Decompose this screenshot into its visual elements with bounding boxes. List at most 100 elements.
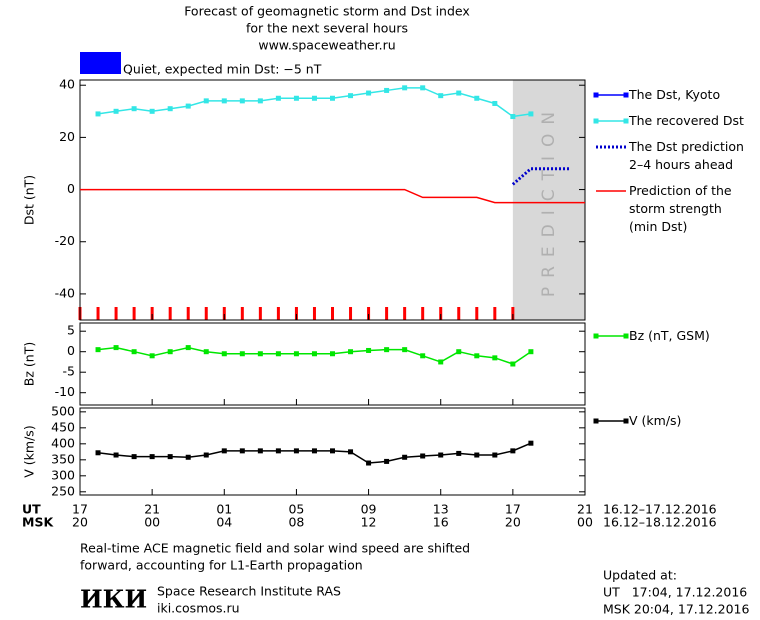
legend-marker (593, 418, 599, 424)
legend-marker (623, 118, 629, 124)
data-point (311, 448, 317, 454)
y-tick-label: 450 (51, 419, 75, 434)
data-point (366, 347, 372, 353)
legend-marker (623, 418, 629, 424)
data-point (528, 440, 534, 446)
legend-label: The Dst, Kyoto (628, 87, 720, 102)
y-tick-label: -40 (55, 285, 75, 300)
y-tick-label: 300 (51, 467, 75, 482)
data-point (438, 93, 444, 99)
data-point (167, 454, 173, 460)
x-tick-label: 17 (72, 502, 88, 517)
data-point (113, 452, 119, 458)
data-point (257, 351, 263, 357)
data-point (293, 351, 299, 357)
data-point (420, 453, 426, 459)
data-point (348, 93, 354, 99)
y-axis-title: Bz (nT) (22, 342, 37, 386)
data-point (113, 108, 119, 114)
x-tick-label: 12 (361, 515, 377, 530)
legend-marker (593, 92, 599, 98)
data-point (221, 351, 227, 357)
y-tick-label: 5 (67, 323, 75, 338)
data-point (438, 359, 444, 365)
data-point (330, 95, 335, 101)
data-point (402, 347, 408, 353)
data-point (311, 351, 317, 357)
data-point (438, 452, 444, 458)
data-point (275, 95, 281, 101)
data-point (474, 95, 480, 101)
data-point (366, 460, 372, 466)
data-point (384, 87, 390, 93)
status-text: Quiet, expected min Dst: −5 nT (123, 62, 322, 77)
data-point (293, 95, 299, 101)
x-row-dates: 16.12–18.12.2016 (603, 515, 717, 530)
x-tick-label: 13 (433, 502, 449, 517)
x-tick-label: 20 (72, 515, 88, 530)
legend-label: Prediction of the storm strength (min Dst) (629, 183, 732, 234)
y-tick-label: 20 (59, 129, 75, 144)
x-tick-label: 16 (433, 515, 449, 530)
y-tick-label: 0 (67, 343, 75, 358)
series-line (80, 188, 585, 204)
data-point (185, 454, 191, 460)
data-point (474, 353, 480, 359)
x-tick-label: 21 (577, 502, 593, 517)
data-point (221, 448, 227, 454)
prediction-label: PREDICTION (539, 103, 559, 297)
data-point (167, 349, 173, 355)
data-point (492, 452, 498, 458)
plot-frame (79, 407, 586, 496)
x-tick-label: 04 (216, 515, 232, 530)
data-point (330, 448, 335, 454)
y-axis-title: V (km/s) (22, 425, 37, 477)
y-tick-label: 40 (59, 77, 75, 92)
data-point (221, 98, 227, 104)
data-point (528, 349, 534, 355)
data-point (420, 85, 426, 91)
y-tick-label: -20 (55, 233, 75, 248)
legend-marker (623, 92, 629, 98)
data-point (185, 103, 191, 109)
plot-frame (79, 322, 586, 406)
status-box (80, 52, 121, 74)
data-point (275, 351, 281, 357)
data-point (275, 448, 281, 454)
legend-marker (593, 333, 599, 339)
data-point (456, 90, 462, 96)
data-point (528, 111, 534, 117)
data-point (131, 454, 137, 460)
data-point (257, 98, 263, 104)
x-tick-label: 20 (505, 515, 521, 530)
legend-marker (623, 333, 629, 339)
series-line (97, 87, 532, 118)
x-row-dates: 16.12–17.12.2016 (603, 502, 717, 517)
data-point (293, 448, 299, 454)
data-point (131, 349, 137, 355)
data-point (239, 448, 245, 454)
data-point (149, 353, 155, 359)
data-point (257, 448, 263, 454)
x-tick-label: 08 (288, 515, 304, 530)
note-line: forward, accounting for L1-Earth propaga… (80, 558, 363, 573)
prediction-region (512, 80, 585, 320)
legend-marker (593, 118, 599, 124)
data-point (149, 108, 155, 114)
updated: Updated at: (603, 568, 677, 583)
x-row-label: MSK (22, 515, 54, 530)
data-point (492, 100, 498, 106)
data-point (366, 90, 372, 96)
data-point (239, 351, 245, 357)
data-point (203, 349, 209, 355)
data-point (420, 353, 426, 359)
x-tick-label: 21 (144, 502, 160, 517)
title-line: www.spaceweather.ru (258, 38, 395, 53)
y-tick-label: 250 (51, 483, 75, 498)
y-axis-title: Dst (nT) (22, 175, 37, 225)
data-point (203, 98, 209, 104)
data-point (402, 454, 408, 460)
y-tick-label: -10 (55, 384, 75, 399)
plot-frame (79, 79, 586, 321)
